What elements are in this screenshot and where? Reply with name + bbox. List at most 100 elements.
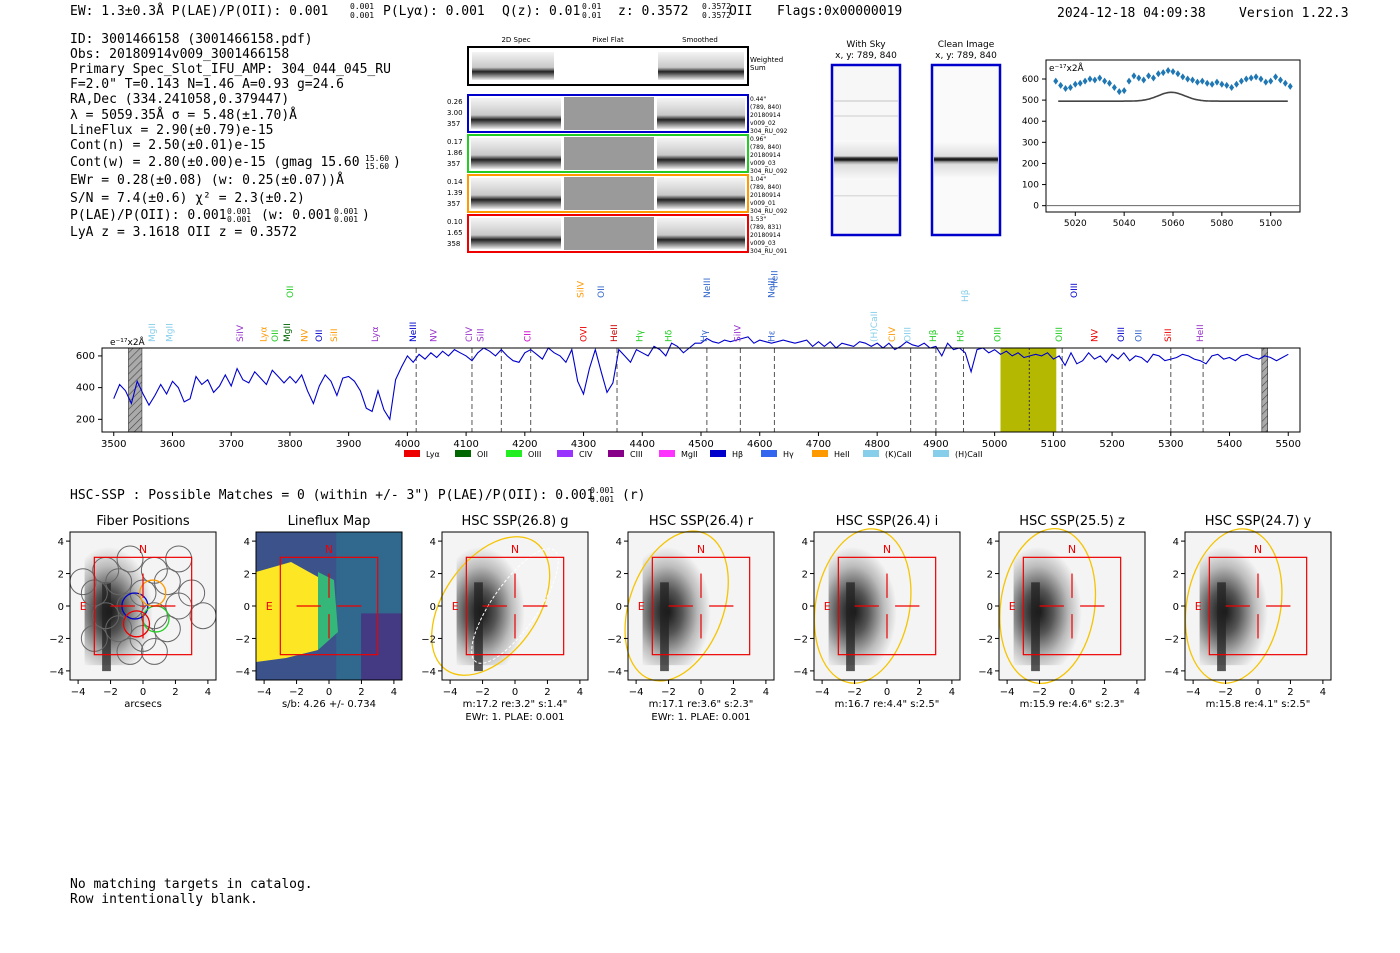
spec-line-label: SiIV (577, 280, 587, 298)
fit-data-point (1072, 80, 1078, 88)
stamp-pixel-flat (564, 137, 654, 170)
stamp-row-info: (789, 840) (750, 144, 781, 151)
fit-ytick-label: 400 (1022, 117, 1039, 127)
cutout-xtick-label: 4 (205, 687, 211, 698)
fit-data-point (1253, 73, 1259, 81)
fit-data-point (1121, 87, 1127, 95)
spec-legend-swatch (455, 450, 471, 457)
header-z-sup: 0.3572 (702, 2, 731, 11)
spec-line-label: NeIII (703, 278, 713, 298)
fit-data-point (1277, 76, 1283, 84)
stamp-row-info: 20180914 (750, 152, 781, 159)
galaxy-core (660, 582, 669, 672)
east-label: E (266, 600, 273, 613)
cutout-ytick-label: −4 (49, 667, 64, 678)
cutout-xtick-label: −2 (1032, 687, 1047, 698)
spec-line-label: OIII (1117, 327, 1127, 342)
fit-data-point (1287, 82, 1293, 90)
clean-image-title: Clean Image (938, 40, 995, 50)
clean-image-trace (934, 142, 998, 178)
info-plae-w-end: ) (362, 208, 370, 223)
cutout-xtick-label: 2 (1287, 687, 1293, 698)
spec-legend-label: HeII (834, 450, 850, 459)
fit-data-point (1194, 78, 1200, 86)
spec-xtick-label: 4300 (571, 439, 596, 450)
fit-data-point (1282, 79, 1288, 87)
spec-xtick-label: 3900 (336, 439, 361, 450)
spec-xtick-label: 4000 (395, 439, 420, 450)
north-label: N (325, 543, 333, 556)
cutout-panel: Lineflux Map N E −4 −4 −2 −2 0 0 2 2 4 4 s/b: 4.26 +/… (235, 514, 403, 710)
fit-model-curve (1058, 91, 1288, 102)
cutout-caption: EWr: 1. PLAE: 0.001 (651, 712, 750, 723)
fiber-circle (153, 615, 181, 643)
spec-xtick-label: 3500 (101, 439, 126, 450)
cutout-ytick-label: 2 (987, 570, 993, 581)
fit-xtick-label: 5040 (1113, 219, 1136, 229)
stamp-row-info: 304_RU_092 (750, 168, 788, 175)
sky-line (834, 100, 898, 102)
fit-data-point (1111, 83, 1117, 91)
cutout-ytick-label: 4 (244, 537, 250, 548)
stamp-header: Pixel Flat (592, 36, 624, 44)
fit-data-point (1146, 72, 1152, 80)
spec-legend-swatch (557, 450, 573, 457)
spec-line-label: SiII (477, 328, 487, 342)
cutout-box (1208, 556, 1308, 656)
with-sky-title: With Sky (846, 40, 886, 50)
spec-xtick-label: 4400 (630, 439, 655, 450)
stamp-row-stat: 0.10 (447, 218, 463, 226)
fit-data-point (1087, 75, 1093, 83)
cutout-ytick-label: −2 (1164, 634, 1179, 645)
footer-line: Row intentionally blank. (70, 892, 258, 907)
spec-xtick-label: 4600 (747, 439, 772, 450)
hsc-title-sub: 0.001 (590, 495, 614, 504)
fit-data-point (1102, 77, 1108, 85)
cutout-xtick-label: 4 (763, 687, 769, 698)
stamp-row-stat: 357 (447, 120, 460, 128)
cutout-xtick-label: −2 (1218, 687, 1233, 698)
spec-line-label: CII (524, 330, 534, 342)
clean-image-coords: x, y: 789, 840 (935, 51, 997, 61)
stamp-row-info: 20180914 (750, 112, 781, 119)
lineflux-map-peak (256, 562, 326, 662)
galaxy-core (846, 582, 855, 672)
aperture-ellipse (999, 527, 1097, 685)
stamp-row-info: (789, 831) (750, 224, 781, 231)
info-plae-w-sub: 0.001 (334, 215, 358, 224)
stamp-header: 2D Spec (501, 36, 530, 44)
fit-data-point (1053, 77, 1059, 85)
info-line: ID: 3001466158 (3001466158.pdf) (70, 32, 313, 47)
fit-data-point (1165, 67, 1171, 75)
cutout-panel: Fiber Positions + N E −4 −4 −2 −2 0 0 2 2 4 4 arcsecs (49, 514, 217, 710)
spec-legend-label: CIV (579, 450, 593, 459)
stamp-smoothed (657, 178, 745, 209)
stamp-smoothed (657, 218, 745, 249)
stamp-2d-spec (471, 138, 561, 169)
spec-line-label: Hγ (700, 329, 710, 342)
stamp-row-info: 304_RU_092 (750, 208, 788, 215)
spec-line-label: Hβ (961, 289, 971, 302)
spec-xtick-label: 5000 (982, 439, 1007, 450)
east-label: E (1009, 600, 1016, 613)
east-label: E (638, 600, 645, 613)
spec-line-label: CIV (465, 326, 475, 342)
cutout-xtick-label: −2 (847, 687, 862, 698)
stamp-row-info: (789, 840) (750, 184, 781, 191)
cutout-ytick-label: −4 (978, 667, 993, 678)
cutout-xtick-label: 4 (1134, 687, 1140, 698)
fit-ytick-label: 600 (1022, 75, 1039, 85)
spec-line-label: NeIII (409, 322, 419, 342)
weighted-label: Sum (750, 64, 766, 72)
fit-data-point (1150, 74, 1156, 82)
aperture-ellipse (624, 530, 729, 682)
fit-ylabel: e⁻¹⁷x2Å (1049, 62, 1085, 74)
spec-xtick-label: 5100 (1041, 439, 1066, 450)
spec-legend-swatch (608, 450, 624, 457)
fiber-circle-primary (122, 610, 151, 638)
cutout-xtick-label: 4 (391, 687, 397, 698)
cutout-ytick-label: −2 (607, 634, 622, 645)
fit-xtick-label: 5060 (1162, 219, 1185, 229)
hsc-title-sup: 0.001 (590, 486, 614, 495)
